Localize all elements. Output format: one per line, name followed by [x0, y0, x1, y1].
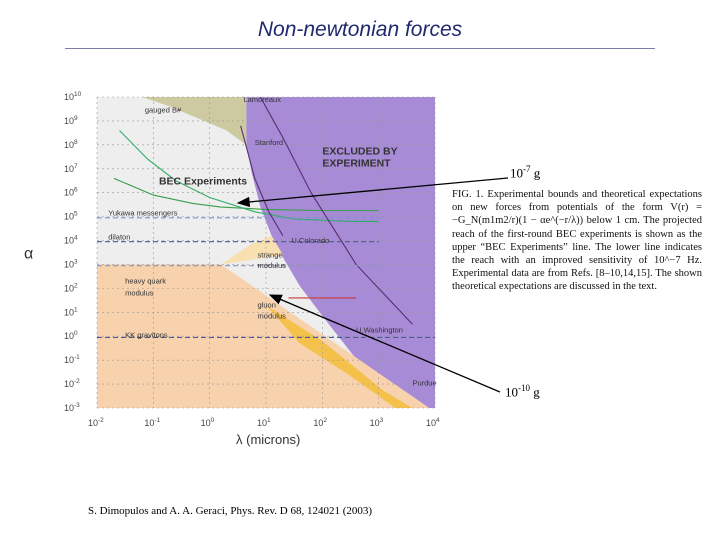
slide-title: Non-newtonian forces: [257, 18, 463, 41]
y-tick-label: 105: [64, 211, 78, 222]
x-tick-label: 103: [370, 417, 384, 428]
region-gauged-b: [142, 97, 247, 145]
marker-upper-label: 10-7 g: [510, 164, 541, 181]
region-label: U.Colorado: [291, 236, 329, 245]
y-tick-label: 100: [64, 330, 78, 341]
region-label: heavy quark: [125, 277, 166, 286]
y-tick-label: 10-3: [64, 402, 80, 413]
y-tick-label: 109: [64, 115, 78, 126]
y-tick-label: 104: [64, 235, 78, 246]
citation: S. Dimopulos and A. A. Geraci, Phys. Rev…: [88, 505, 373, 517]
plot-ticks: 10-2 10-1 100 101 102 103 104 10-3 10-2 10-1 100 10…: [24, 91, 440, 447]
arrow-upper: [236, 177, 509, 208]
plot-grid: [96, 96, 436, 409]
region-label: BEC Experiments: [159, 175, 247, 187]
region-label: KK gravitons: [125, 330, 168, 339]
series-stanford: [240, 125, 284, 237]
region-label: Lamoreaux: [243, 95, 281, 104]
y-tick-label: 101: [64, 306, 78, 317]
region-gluon-strip: [266, 305, 413, 408]
marker-lower-label: 10-10 g: [505, 383, 540, 400]
y-tick-label: 102: [64, 282, 78, 293]
y-axis-label: α: [24, 246, 33, 263]
region-label: U.Washington: [356, 326, 403, 335]
y-tick-label: 108: [64, 139, 78, 150]
region-label: dilaton: [108, 232, 130, 241]
x-axis-label: λ (microns): [236, 432, 300, 447]
x-tick-label: 100: [201, 417, 215, 428]
figure-caption: FIG. 1. Experimental bounds and theoreti…: [452, 189, 702, 293]
region-label: modulus: [258, 311, 287, 320]
plot-series: [97, 96, 435, 338]
series-lamoreaux: [259, 96, 413, 325]
region-label: Stanford: [255, 138, 283, 147]
region-label: strange: [258, 250, 283, 259]
region-label: modulus: [125, 289, 154, 298]
region-excluded: [246, 97, 435, 408]
y-tick-label: 106: [64, 187, 78, 198]
region-label: EXPERIMENT: [322, 157, 391, 169]
y-tick-label: 103: [64, 258, 78, 269]
region-strange-gluon: [220, 235, 283, 265]
region-label: Purdue: [412, 378, 436, 387]
region-label: EXCLUDED BY: [322, 145, 397, 157]
y-tick-label: 107: [64, 163, 78, 174]
x-tick-label: 10-2: [88, 417, 104, 428]
x-tick-label: 102: [313, 417, 327, 428]
plot-labels: gauged B# Lamoreaux Stanford EXCLUDED BYEXP…: [108, 95, 436, 387]
y-tick-label: 10-2: [64, 378, 80, 389]
y-tick-label: 10-1: [64, 354, 80, 365]
region-label: Yukawa messengers: [108, 208, 177, 217]
title-divider: [65, 48, 655, 49]
region-label: gluon: [258, 301, 276, 310]
y-tick-label: 1010: [64, 91, 82, 102]
region-label: modulus: [258, 261, 287, 270]
arrow-lower: [268, 294, 501, 393]
x-tick-label: 104: [426, 417, 440, 428]
x-tick-label: 101: [257, 417, 271, 428]
series-bec-experiments-lower-: [119, 130, 379, 222]
x-tick-label: 10-1: [144, 417, 160, 428]
region-label: gauged B#: [145, 106, 182, 115]
